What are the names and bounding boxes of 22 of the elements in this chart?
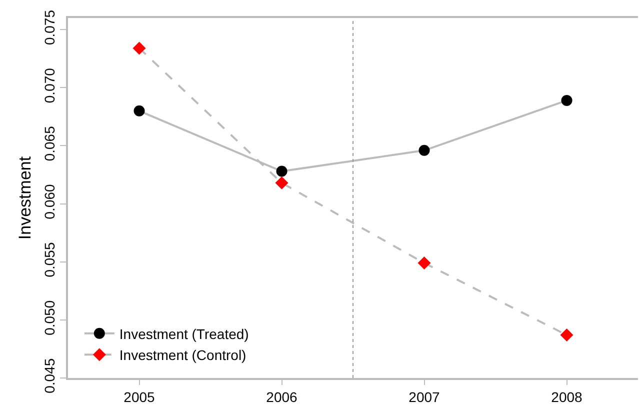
point (560, 328, 574, 342)
y-tick-label: 0.045 (41, 358, 58, 394)
point (561, 94, 572, 106)
x-tick-label: 2005 (124, 388, 156, 405)
point (418, 256, 431, 270)
x-tick-label: 2007 (408, 388, 440, 405)
point (275, 176, 288, 190)
y-tick-label: 0.060 (41, 184, 58, 220)
y-tick-label: 0.065 (41, 126, 58, 162)
y-tick-label: 0.075 (41, 10, 58, 46)
y-tick-label: 0.070 (41, 68, 58, 104)
y-tick-label: 0.050 (41, 300, 58, 336)
y-axis-title: Investment (15, 156, 34, 240)
x-tick-label: 2006 (266, 388, 298, 405)
y-tick-label: 0.055 (41, 242, 58, 278)
x-tick-label: 2008 (551, 388, 583, 405)
point (132, 42, 146, 55)
point (418, 144, 430, 156)
point (276, 166, 288, 177)
point (134, 105, 145, 116)
legend-label: Investment (Control) (119, 347, 246, 364)
legend-label: Investment (Treated) (119, 326, 249, 342)
